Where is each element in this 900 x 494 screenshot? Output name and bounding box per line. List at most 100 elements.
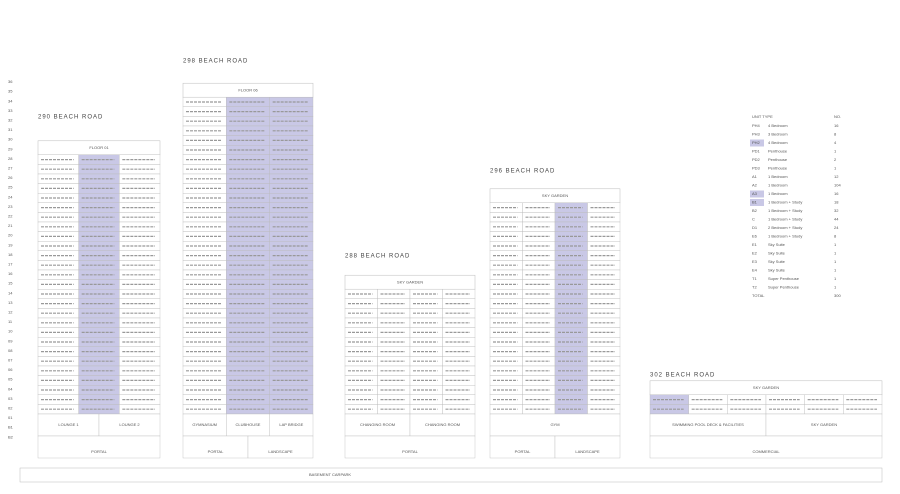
legend-swatch — [750, 139, 764, 147]
legend-count: 1 — [834, 259, 837, 264]
level-label: 03 — [8, 396, 13, 401]
level-label: 35 — [8, 89, 13, 94]
legend-type: 2 Bedroom + Study — [768, 225, 802, 230]
block-title: 296 BEACH ROAD — [490, 169, 555, 175]
level-label: 05 — [8, 377, 13, 382]
facility-label: CHANGING ROOM — [360, 422, 395, 427]
facility-label: GYMNASIUM — [192, 422, 217, 427]
legend-count: 4 — [834, 140, 837, 145]
base-label: COMMERCIAL — [752, 449, 780, 454]
legend-code: D1 — [752, 225, 758, 230]
basement — [19, 467, 883, 483]
legend-code: A1 — [752, 174, 758, 179]
legend-type: Penthouse — [768, 157, 788, 162]
base-area — [37, 435, 161, 459]
legend-header: UNIT TYPE — [752, 114, 773, 119]
base-area — [344, 435, 476, 459]
block-title: 298 BEACH ROAD — [183, 59, 248, 65]
level-label: 01 — [8, 415, 13, 420]
legend-type: 1 Bedroom + Study — [768, 208, 802, 213]
level-label: 19 — [8, 242, 13, 247]
level-label: 11 — [8, 319, 13, 324]
level-label: 04 — [8, 386, 13, 391]
legend-type: Sky Suite — [768, 259, 786, 264]
legend-code: A2 — [752, 183, 758, 188]
legend-swatch — [750, 199, 764, 206]
facility-label: GYM — [550, 422, 559, 427]
legend-code: E3 — [752, 259, 758, 264]
facility-label: SKY GARDEN — [811, 422, 837, 427]
base-area — [489, 435, 556, 459]
level-label: 36 — [8, 79, 13, 84]
level-label: 29 — [8, 146, 13, 151]
legend-type: Super Penthouse — [768, 285, 800, 290]
legend-code: PH3 — [752, 132, 761, 137]
level-label: 30 — [8, 137, 13, 142]
legend-code: PH2 — [752, 140, 761, 145]
legend-code: E1 — [752, 242, 758, 247]
legend-count: 8 — [834, 132, 837, 137]
facility-label: SWIMMING POOL DECK & FACILITIES — [672, 422, 744, 427]
legend-type: 4 Bedroom — [768, 140, 788, 145]
legend-type: Super Penthouse — [768, 276, 800, 281]
legend-header: NO. — [834, 114, 841, 119]
level-label: 25 — [8, 185, 13, 190]
level-label: 33 — [8, 108, 13, 113]
legend-total: TOTAL — [752, 293, 765, 298]
base-label: LANDSCAPE — [575, 449, 600, 454]
basement-label: BASEMENT CARPARK — [309, 472, 351, 477]
level-label: 34 — [8, 98, 13, 103]
level-label: 07 — [8, 357, 13, 362]
facility-label: CLUBHOUSE — [236, 422, 261, 427]
level-label: 27 — [8, 165, 13, 170]
level-label: 24 — [8, 194, 13, 199]
legend-count: 44 — [834, 217, 839, 222]
legend-count: 104 — [834, 183, 841, 188]
block-header-label: FLOOR 01 — [89, 145, 109, 150]
legend-code: B1 — [752, 200, 758, 205]
block-title: 302 BEACH ROAD — [650, 373, 715, 379]
legend-count: 16 — [834, 191, 839, 196]
legend-type: 4 Bedroom — [768, 123, 788, 128]
legend-code: E4 — [752, 268, 758, 273]
legend-type: 1 Bedroom — [768, 174, 788, 179]
block-header-label: FLOOR 06 — [238, 87, 258, 92]
legend-code: E6 — [752, 234, 758, 239]
legend-code: C — [752, 217, 755, 222]
legend-count: 18 — [834, 200, 839, 205]
level-label: 16 — [8, 271, 13, 276]
block-title: 288 BEACH ROAD — [345, 254, 410, 260]
base-area — [182, 435, 249, 459]
legend-type: Penthouse — [768, 149, 788, 154]
level-label: 06 — [8, 367, 13, 372]
legend-code: PH4 — [752, 123, 761, 128]
level-label: 09 — [8, 338, 13, 343]
legend-count: 1 — [834, 251, 837, 256]
base-area — [554, 435, 621, 459]
legend-type: 1 Bedroom — [768, 183, 788, 188]
level-label: 10 — [8, 329, 13, 334]
legend-count: 16 — [834, 123, 839, 128]
base-label: PORTAL — [91, 449, 107, 454]
legend-count: 2 — [834, 157, 837, 162]
legend-type: 1 Bedroom + Study — [768, 217, 802, 222]
level-label: 20 — [8, 233, 13, 238]
block-header-label: SKY GARDEN — [542, 193, 568, 198]
facility-label: CHANGING ROOM — [425, 422, 460, 427]
level-label: 02 — [8, 405, 13, 410]
level-label: 14 — [8, 290, 13, 295]
legend-count: 1 — [834, 276, 837, 281]
legend-type: Penthouse — [768, 166, 788, 171]
base-area — [247, 435, 314, 459]
legend-count: 1 — [834, 166, 837, 171]
legend-code: PD3 — [752, 166, 761, 171]
legend-code: T2 — [752, 285, 757, 290]
legend-type: 1 Bedroom + Study — [768, 200, 802, 205]
block-header-label: SKY GARDEN — [753, 385, 779, 390]
facility-label: LOUNGE 1 — [58, 422, 79, 427]
legend-code: PD1 — [752, 149, 761, 154]
level-label: 08 — [8, 348, 13, 353]
level-label: 18 — [8, 252, 13, 257]
legend-type: 1 Bedroom — [768, 191, 788, 196]
